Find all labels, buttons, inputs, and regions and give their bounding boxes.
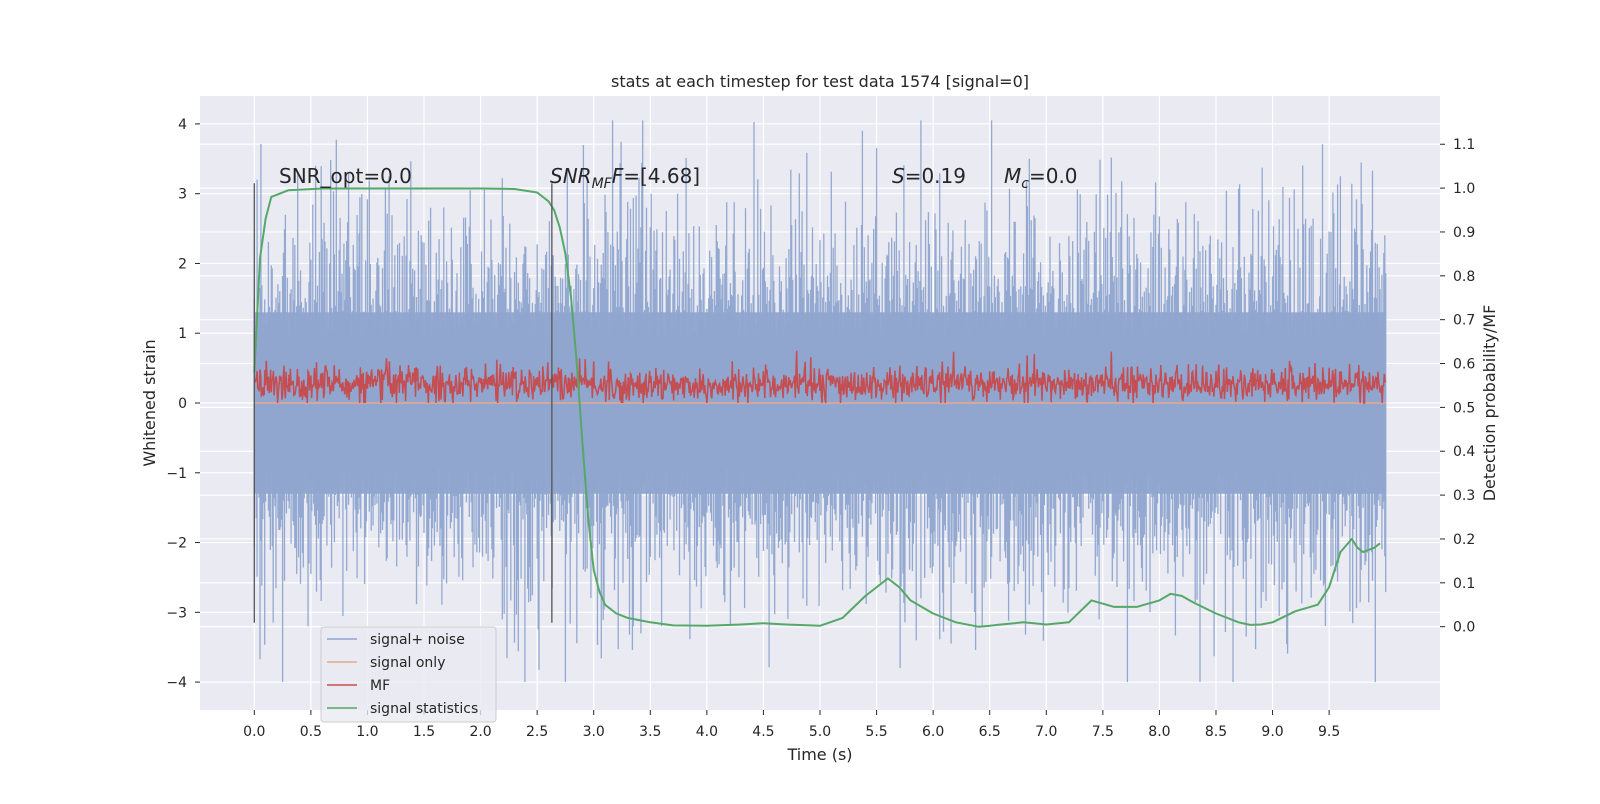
x-tick-label: 0.0 (243, 724, 265, 740)
x-tick-label: 1.0 (356, 724, 378, 740)
right-y-tick-label: 0.8 (1453, 269, 1475, 285)
annotation-snr-mf: SNRMFF=[4.68] (550, 164, 700, 192)
annotation-mc-value: =0.0 (1029, 164, 1078, 188)
right-y-tick-label: 1.1 (1453, 137, 1475, 153)
annotation-snr-mf-sub: MF (592, 176, 613, 192)
right-y-axis: 1.1 1.0 0.9 0.8 0.7 0.6 0.5 0.4 0.3 0.2 0.1 0.0 (1440, 137, 1475, 636)
annotation-snr-mf-f: F (612, 164, 624, 188)
annotations: SNR_opt=0.0 SNRMFF=[4.68] S=0.19 Mc=0.0 (279, 164, 1078, 192)
right-y-tick-label: 0.4 (1453, 444, 1475, 460)
annotation-s-label: S (892, 164, 905, 188)
x-tick-label: 6.0 (922, 724, 944, 740)
x-tick-label: 2.0 (469, 724, 491, 740)
x-tick-label: 7.0 (1035, 724, 1057, 740)
x-tick-label: 3.0 (583, 724, 605, 740)
x-tick-label: 4.0 (696, 724, 718, 740)
x-tick-label: 9.0 (1261, 724, 1283, 740)
right-y-tick-label: 0.5 (1453, 400, 1475, 416)
y-tick-label: −4 (166, 675, 187, 691)
y-tick-label: 3 (178, 187, 187, 203)
y-tick-label: 0 (178, 396, 187, 412)
x-tick-label: 5.5 (865, 724, 887, 740)
annotation-mc-label: M (1004, 164, 1021, 188)
x-axis: 0.0 0.5 1.0 1.5 2.0 2.5 3.0 3.5 4.0 4.5 5.0 5.5 6.0 6… (243, 710, 1340, 740)
legend-label-mf: MF (370, 678, 390, 694)
chart-title: stats at each timestep for test data 157… (611, 72, 1029, 91)
y-tick-label: −1 (166, 466, 187, 482)
right-y-tick-label: 0.0 (1453, 620, 1475, 636)
x-tick-label: 8.0 (1148, 724, 1170, 740)
legend-label-signal-noise: signal+ noise (370, 632, 465, 648)
legend-item-signal-statistics: signal statistics (327, 701, 478, 717)
annotation-snr-mf-base: SNR (550, 164, 592, 188)
y-tick-label: 1 (178, 326, 187, 342)
annotation-s-value: =0.19 (905, 164, 966, 188)
right-y-tick-label: 0.6 (1453, 357, 1475, 373)
y-tick-label: −3 (166, 605, 187, 621)
right-y-tick-label: 0.2 (1453, 532, 1475, 548)
x-tick-label: 7.5 (1092, 724, 1114, 740)
y-tick-label: −2 (166, 536, 187, 552)
right-y-tick-label: 0.1 (1453, 576, 1475, 592)
legend-label-signal-statistics: signal statistics (370, 701, 478, 717)
right-y-tick-label: 0.9 (1453, 225, 1475, 241)
legend-item-signal-noise: signal+ noise (327, 632, 465, 648)
x-tick-label: 2.5 (526, 724, 548, 740)
annotation-mc-sub: c (1021, 176, 1029, 192)
x-tick-label: 5.0 (809, 724, 831, 740)
y-tick-label: 2 (178, 256, 187, 272)
x-tick-label: 3.5 (639, 724, 661, 740)
left-y-axis: 4 3 2 1 0 −1 −2 −3 −4 (166, 117, 200, 691)
x-tick-label: 0.5 (300, 724, 322, 740)
x-tick-label: 8.5 (1205, 724, 1227, 740)
right-y-tick-label: 1.0 (1453, 181, 1475, 197)
x-axis-label: Time (s) (786, 745, 852, 764)
series-signal-statistics (253, 187, 1381, 628)
annotation-snr-mf-value: =[4.68] (623, 164, 700, 188)
annotation-mc: Mc=0.0 (1004, 164, 1078, 192)
series-layer (253, 120, 1387, 683)
annotation-snr-opt: SNR_opt=0.0 (279, 164, 412, 188)
y-tick-label: 4 (178, 117, 187, 133)
x-tick-label: 6.5 (979, 724, 1001, 740)
right-y-tick-label: 0.3 (1453, 488, 1475, 504)
legend-item-mf: MF (327, 678, 390, 694)
vertical-markers (253, 183, 553, 623)
legend-item-signal-only: signal only (327, 655, 445, 671)
right-y-axis-label: Detection probability/MF (1480, 305, 1499, 502)
x-tick-label: 4.5 (752, 724, 774, 740)
right-y-tick-label: 0.7 (1453, 313, 1475, 329)
y-axis-label: Whitened strain (140, 339, 159, 466)
series-mf (253, 350, 1387, 404)
legend-box (320, 626, 497, 723)
x-tick-label: 1.5 (413, 724, 435, 740)
annotation-s: S=0.19 (892, 164, 966, 188)
legend-label-signal-only: signal only (370, 655, 445, 671)
x-tick-label: 9.5 (1318, 724, 1340, 740)
legend: signal+ noise signal only MF signal stat… (320, 626, 497, 723)
